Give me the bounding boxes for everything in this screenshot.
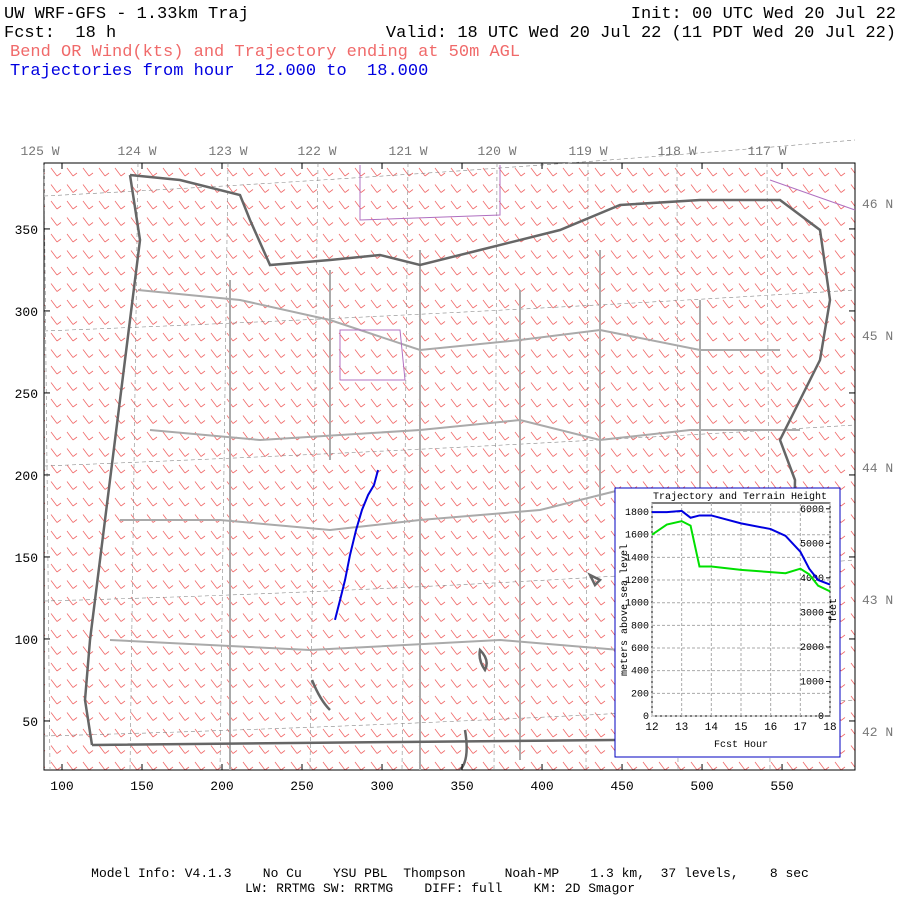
longitude-label: 121 W [388, 144, 427, 159]
y2-tick-label: 6000 [800, 505, 824, 516]
y-tick-label: 1000 [625, 599, 649, 610]
y-tick-label: 250 [15, 387, 38, 402]
x-tick-label: 17 [794, 722, 807, 734]
y2-tick-label: 1000 [800, 677, 824, 688]
latitude-label: 44 N [862, 461, 893, 476]
series-line [652, 509, 831, 586]
x-tick-label: 100 [50, 779, 73, 794]
y2-axis-label: feet [828, 598, 840, 622]
series-line [651, 520, 831, 593]
latitude-label: 43 N [862, 593, 893, 608]
y-tick-label: 200 [15, 469, 38, 484]
y2-tick-label: 2000 [800, 643, 824, 654]
x-tick-label: 300 [370, 779, 393, 794]
x-tick-label: 500 [690, 779, 713, 794]
latitude-label: 42 N [862, 725, 893, 740]
x-axis-label: Fcst Hour [714, 740, 768, 751]
y-tick-label: 600 [631, 644, 649, 655]
map [43, 139, 856, 771]
y-axis-label: meters above sea level [619, 544, 631, 676]
init-time: Init: 00 UTC Wed 20 Jul 22 [631, 5, 896, 24]
field-label: Bend OR Wind(kts) and Trajectory ending … [10, 43, 520, 62]
y-tick-label: 800 [631, 621, 649, 632]
x-tick-label: 18 [823, 722, 836, 734]
longitude-label: 119 W [568, 144, 607, 159]
x-tick-label: 12 [645, 722, 658, 734]
y-tick-label: 1600 [625, 531, 649, 542]
y2-tick-label: 3000 [800, 608, 824, 619]
x-tick-label: 14 [705, 722, 719, 734]
y-tick-label: 1800 [625, 508, 649, 519]
y-tick-label: 150 [15, 551, 38, 566]
footer-line-2: LW: RRTMG SW: RRTMG DIFF: full KM: 2D Sm… [245, 881, 635, 896]
forecast-hour: Fcst: 18 h [4, 24, 116, 43]
county-borders [109, 250, 800, 770]
footer-line-1: Model Info: V4.1.3 No Cu YSU PBL Thompso… [91, 866, 809, 881]
x-tick-label: 550 [770, 779, 793, 794]
valid-time: Valid: 18 UTC Wed 20 Jul 22 (11 PDT Wed … [386, 24, 896, 43]
x-tick-label: 200 [210, 779, 233, 794]
y-tick-label: 1400 [625, 553, 649, 564]
y-tick-label: 350 [15, 223, 38, 238]
y-tick-label: 200 [631, 689, 649, 700]
latitude-label: 45 N [862, 329, 893, 344]
inset-chart: 12 13 14 15 16 17 1802004006008001000120014001… [614, 487, 841, 758]
longitude-label: 118 W [657, 144, 696, 159]
y-tick-label: 400 [631, 667, 649, 678]
longitude-label: 120 W [477, 144, 516, 159]
trajectory [334, 469, 379, 621]
y-tick-label: 1200 [625, 576, 649, 587]
trajectory-label: Trajectories from hour 12.000 to 18.000 [10, 62, 428, 81]
y-tick-label: 100 [15, 633, 38, 648]
x-tick-label: 16 [764, 722, 777, 734]
y-tick-label: 0 [643, 712, 649, 723]
longitude-label: 122 W [297, 144, 336, 159]
y2-tick-label: 0 [818, 712, 824, 723]
latitude-label: 46 N [862, 197, 893, 212]
x-tick-label: 15 [734, 722, 747, 734]
x-tick-label: 350 [450, 779, 473, 794]
x-tick-label: 13 [675, 722, 688, 734]
longitude-label: 125 W [20, 144, 59, 159]
state-borders-inner [339, 165, 856, 381]
graticule [43, 139, 856, 771]
x-tick-label: 450 [610, 779, 633, 794]
inset-title: Trajectory and Terrain Height [653, 491, 827, 503]
longitude-label: 124 W [117, 144, 156, 159]
longitude-label: 123 W [208, 144, 247, 159]
y-tick-label: 300 [15, 305, 38, 320]
x-tick-label: 400 [530, 779, 553, 794]
x-tick-label: 150 [130, 779, 153, 794]
x-tick-label: 250 [290, 779, 313, 794]
y-tick-label: 50 [22, 715, 38, 730]
y2-tick-label: 5000 [800, 539, 824, 550]
longitude-label: 117 W [747, 144, 786, 159]
title: UW WRF-GFS - 1.33km Traj [4, 5, 249, 24]
